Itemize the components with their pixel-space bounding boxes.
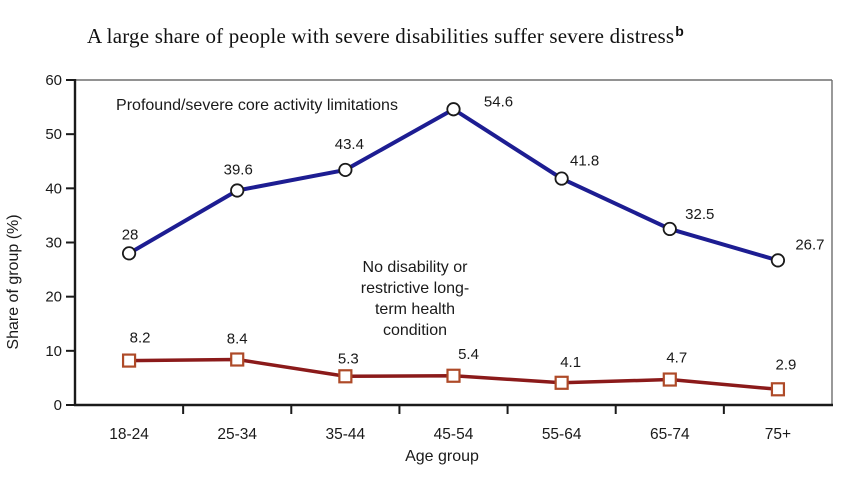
data-point-label-profound-severe-limitations-5: 32.5	[685, 206, 714, 223]
data-point-label-profound-severe-limitations-3: 54.6	[484, 93, 513, 110]
series-annotation-no-disability: condition	[383, 322, 447, 339]
y-tick-label: 10	[45, 343, 62, 360]
data-point-label-no-disability-4: 4.1	[560, 354, 581, 371]
chart-title-footnote-marker: b	[675, 23, 685, 39]
data-point-marker-no-disability-2	[338, 369, 353, 384]
data-point-marker-no-disability-5	[662, 372, 677, 387]
y-tick-label: 20	[45, 289, 62, 306]
data-point-label-no-disability-6: 2.9	[775, 356, 796, 373]
data-point-marker-profound-severe-limitations-6	[770, 253, 786, 268]
data-point-marker-profound-severe-limitations-2	[338, 162, 353, 178]
x-tick-label: 55-64	[542, 426, 582, 443]
data-point-marker-no-disability-0	[121, 353, 137, 368]
series-annotation-profound-severe-limitations: Profound/severe core activity limitation…	[116, 97, 398, 114]
data-point-label-profound-severe-limitations-1: 39.6	[224, 162, 253, 179]
data-point-marker-profound-severe-limitations-5	[662, 221, 677, 237]
chart-title: A large share of people with severe disa…	[87, 22, 827, 49]
x-tick-label: 45-54	[434, 426, 474, 443]
chart-title-text: A large share of people with severe disa…	[87, 24, 675, 48]
data-point-label-no-disability-3: 5.4	[458, 346, 479, 363]
data-point-label-profound-severe-limitations-4: 41.8	[570, 153, 599, 170]
data-point-label-no-disability-2: 5.3	[338, 350, 359, 367]
series-line-profound-severe-limitations	[127, 107, 780, 263]
x-axis-title: Age group	[405, 448, 479, 465]
data-point-marker-no-disability-3	[446, 368, 461, 383]
data-point-label-profound-severe-limitations-2: 43.4	[335, 136, 364, 153]
data-point-marker-no-disability-1	[230, 352, 245, 367]
data-point-label-profound-severe-limitations-0: 28	[122, 226, 139, 243]
data-point-marker-profound-severe-limitations-0	[121, 246, 137, 261]
y-tick-label: 40	[45, 180, 62, 197]
y-tick-label: 30	[45, 235, 62, 252]
y-tick-label: 50	[45, 126, 62, 143]
data-point-label-no-disability-5: 4.7	[666, 350, 687, 367]
data-point-label-no-disability-1: 8.4	[227, 331, 248, 348]
x-tick-label: 18-24	[109, 426, 149, 443]
data-point-marker-profound-severe-limitations-3	[446, 102, 461, 117]
y-tick-label: 0	[54, 397, 62, 414]
data-point-marker-profound-severe-limitations-1	[230, 183, 245, 198]
data-point-marker-no-disability-6	[770, 382, 786, 397]
x-tick-label: 25-34	[217, 426, 257, 443]
x-tick-label: 65-74	[650, 426, 690, 443]
data-point-label-no-disability-0: 8.2	[130, 330, 151, 347]
data-point-marker-profound-severe-limitations-4	[554, 171, 569, 186]
x-tick-label: 35-44	[326, 426, 366, 443]
y-tick-label: 60	[45, 72, 62, 89]
series-annotation-no-disability: restrictive long-	[361, 280, 469, 297]
data-point-marker-no-disability-4	[554, 375, 569, 390]
series-annotation-no-disability: No disability or	[363, 259, 469, 276]
y-axis-title: Share of group (%)	[5, 214, 22, 349]
data-point-label-profound-severe-limitations-6: 26.7	[795, 236, 824, 253]
x-tick-label: 75+	[765, 426, 791, 443]
series-annotation-no-disability: term health	[375, 301, 455, 318]
